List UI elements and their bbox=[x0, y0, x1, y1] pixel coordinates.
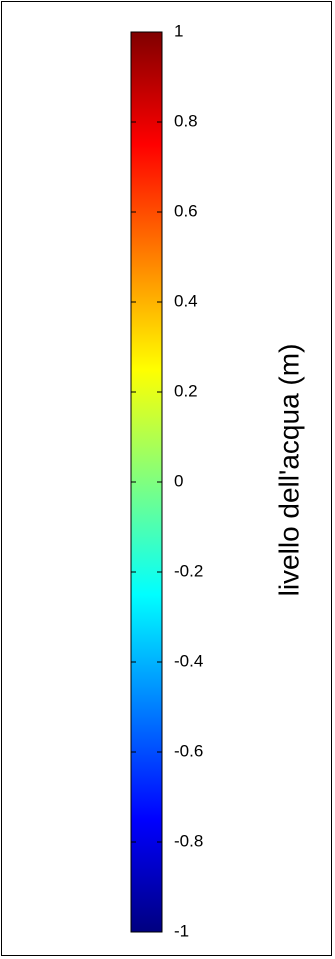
colorbar-tick-label: -0.6 bbox=[174, 741, 203, 760]
colorbar-tick-label: 0.8 bbox=[174, 111, 198, 130]
colorbar-gradient bbox=[130, 31, 163, 933]
colorbar bbox=[130, 31, 163, 933]
colorbar-tick-label: -0.2 bbox=[174, 561, 203, 580]
colorbar-tick-labels: 1 0.8 0.6 0.4 0.2 0 -0.2 -0.4 -0.6 -0.8 -1 bbox=[174, 21, 203, 940]
colorbar-tick-label: 0.6 bbox=[174, 201, 198, 220]
colorbar-tick-label: 1 bbox=[174, 21, 183, 40]
colorbar-tick-label: 0.2 bbox=[174, 381, 198, 400]
colorbar-tick-label: 0 bbox=[174, 471, 183, 490]
colorbar-axis-label: livello dell'acqua (m) bbox=[273, 344, 304, 597]
colorbar-tick-label: -1 bbox=[174, 921, 189, 940]
colorbar-tick-label: -0.4 bbox=[174, 651, 203, 670]
colorbar-tick-label: -0.8 bbox=[174, 831, 203, 850]
colorbar-tick-label: 0.4 bbox=[174, 291, 198, 310]
colorbar-ticks bbox=[131, 31, 162, 933]
